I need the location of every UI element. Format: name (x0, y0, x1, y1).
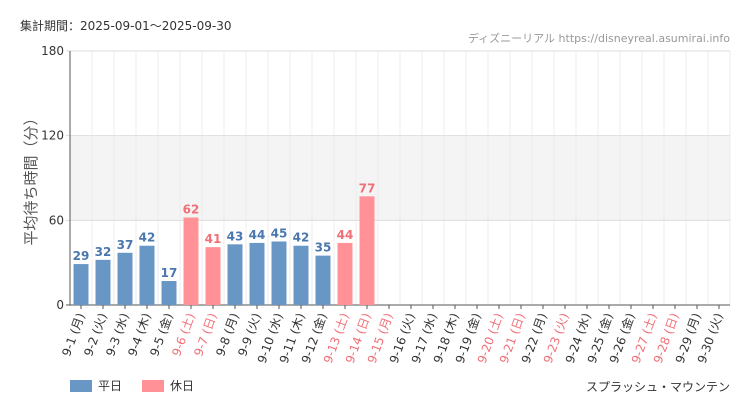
bar (161, 281, 177, 305)
legend: 平日 休日 (70, 377, 214, 394)
attraction-name: スプラッシュ・マウンテン (585, 380, 730, 394)
period-prefix: 集計期間： (20, 19, 81, 33)
data-label: 29 (73, 249, 90, 263)
data-label: 37 (117, 238, 134, 252)
data-label: 44 (249, 228, 266, 242)
y-tick-label: 0 (56, 298, 64, 312)
period-label: 集計期間：2025-09-01～2025-09-30 (20, 17, 232, 34)
bar (95, 259, 111, 305)
data-label: 35 (315, 241, 332, 255)
data-label: 32 (95, 245, 112, 259)
bar (183, 217, 199, 305)
legend-swatch-weekday (70, 379, 92, 392)
data-label: 43 (227, 229, 244, 243)
y-tick-label: 120 (41, 129, 64, 143)
data-label: 62 (183, 203, 200, 217)
y-tick-label: 180 (41, 44, 64, 58)
period-range: 2025-09-01～2025-09-30 (80, 19, 232, 33)
bar (227, 244, 243, 305)
legend-label-holiday: 休日 (170, 379, 195, 393)
bar (271, 241, 287, 305)
data-label: 42 (293, 231, 310, 245)
y-axis-title: 平均待ち時間（分） (22, 110, 40, 245)
legend-label-weekday: 平日 (98, 379, 123, 393)
bar (293, 245, 309, 305)
legend-swatch-holiday (142, 379, 165, 392)
data-label: 77 (359, 181, 376, 195)
bar (139, 245, 155, 305)
source-credit: ディズニーリアル https://disneyreal.asumirai.inf… (467, 32, 730, 45)
bar (359, 196, 375, 305)
legend-item-weekday: 平日 (70, 377, 122, 394)
data-label: 42 (139, 231, 156, 245)
y-tick-label: 60 (49, 213, 64, 227)
data-label: 44 (337, 228, 354, 242)
data-label: 45 (271, 227, 288, 241)
bar (249, 242, 265, 305)
data-label: 41 (205, 232, 222, 246)
legend-item-holiday: 休日 (142, 377, 194, 394)
bar (337, 242, 353, 305)
bar (73, 264, 89, 305)
bar (315, 255, 331, 305)
bar (205, 247, 221, 305)
bar (117, 252, 133, 305)
data-label: 17 (161, 266, 178, 280)
